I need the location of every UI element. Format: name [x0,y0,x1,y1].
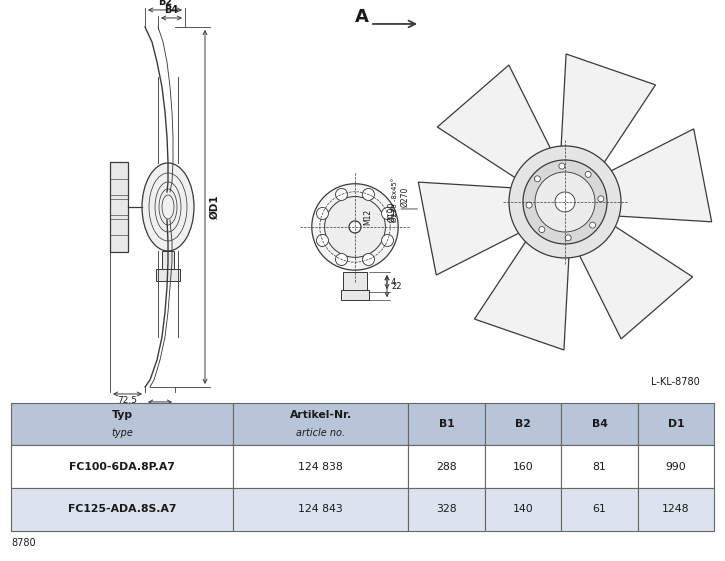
Bar [156,269,180,281]
Circle shape [589,222,595,228]
Circle shape [336,188,347,200]
Text: B4: B4 [592,419,608,429]
Ellipse shape [142,163,194,251]
Bar [341,290,369,300]
Text: Ø190: Ø190 [387,201,397,222]
Circle shape [585,171,591,177]
Bar [561,403,638,445]
Text: B1: B1 [439,419,455,429]
Bar [638,403,714,445]
Text: D1: D1 [668,419,684,429]
Bar [408,445,485,488]
Bar [110,162,128,252]
Circle shape [539,227,545,233]
Bar [11,403,233,445]
Bar [11,488,233,531]
Polygon shape [603,129,712,222]
Circle shape [534,176,540,182]
Bar [233,445,408,488]
Bar [408,488,485,531]
Text: 61: 61 [592,504,606,514]
Text: 1248: 1248 [662,504,689,514]
Circle shape [598,196,604,202]
Circle shape [381,234,394,246]
Bar [561,488,638,531]
Bar [638,445,714,488]
Circle shape [349,221,361,233]
Polygon shape [474,234,569,350]
Text: A: A [355,8,369,26]
Circle shape [509,146,621,258]
Bar [485,488,561,531]
Polygon shape [437,65,555,182]
Text: 328: 328 [436,504,457,514]
Polygon shape [576,222,692,339]
Bar [233,403,408,445]
Bar [343,272,367,292]
Text: B1: B1 [153,404,167,414]
Polygon shape [560,54,655,170]
Text: 140: 140 [513,504,534,514]
Bar [233,488,408,531]
Text: 288: 288 [436,462,457,472]
Polygon shape [418,182,526,275]
Text: B2: B2 [158,0,172,7]
Text: 124 843: 124 843 [299,504,343,514]
Text: FC100-6DA.8P.A7: FC100-6DA.8P.A7 [69,462,175,472]
Text: Ø270: Ø270 [400,187,409,207]
Text: 81: 81 [592,462,606,472]
Text: 4: 4 [391,278,397,287]
Circle shape [336,254,347,265]
Bar [485,445,561,488]
Bar [561,445,638,488]
Bar [408,403,485,445]
Circle shape [566,235,571,241]
Text: type: type [111,429,133,438]
Text: Artikel-Nr.: Artikel-Nr. [290,410,352,420]
Circle shape [362,254,375,265]
Text: L-KL-8780: L-KL-8780 [651,377,700,387]
Text: 8780: 8780 [11,537,36,548]
Text: 160: 160 [513,462,534,472]
Circle shape [317,234,328,246]
Text: FC125-ADA.8S.A7: FC125-ADA.8S.A7 [67,504,176,514]
Circle shape [523,160,607,244]
Bar [11,445,233,488]
Text: ØD1: ØD1 [210,195,220,219]
Circle shape [559,163,565,169]
Text: B4: B4 [165,5,178,15]
Text: Typ: Typ [112,410,133,420]
Text: 124 838: 124 838 [299,462,343,472]
Text: 22: 22 [391,282,402,291]
Text: 72.5: 72.5 [117,396,138,405]
Text: Ø220 -8x45°: Ø220 -8x45° [392,178,398,222]
Bar [162,251,174,269]
Circle shape [362,188,375,200]
Text: B2: B2 [515,419,531,429]
Circle shape [381,208,394,219]
Bar [485,403,561,445]
Circle shape [526,202,532,208]
Text: M12: M12 [363,209,372,225]
Circle shape [555,192,575,212]
Circle shape [535,172,595,232]
Text: article no.: article no. [297,429,345,438]
Bar [638,488,714,531]
Circle shape [325,196,386,257]
Circle shape [312,184,398,270]
Text: 990: 990 [666,462,687,472]
Circle shape [317,208,328,219]
